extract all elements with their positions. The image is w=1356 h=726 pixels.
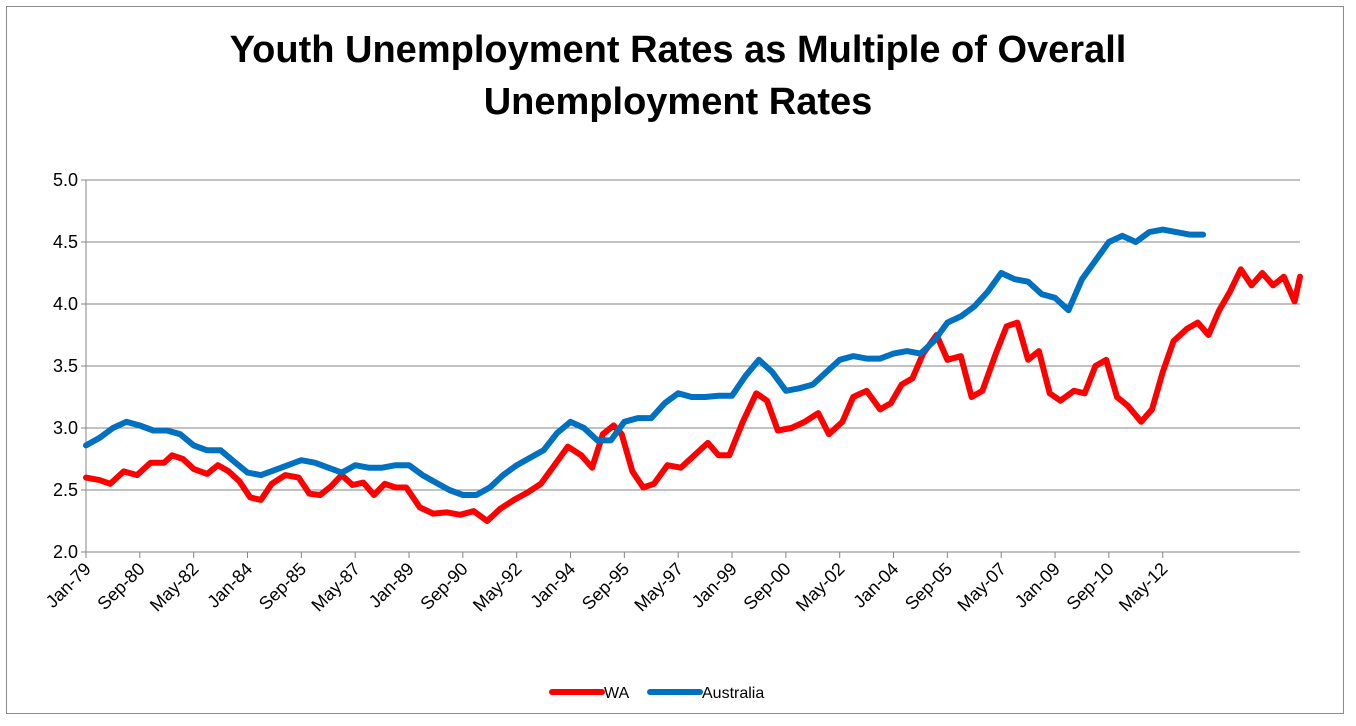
x-tick-label: Sep-10 <box>1063 559 1118 614</box>
x-tick-label: Jan-99 <box>688 559 741 612</box>
x-tick-label: Jan-04 <box>849 559 902 612</box>
y-tick-label: 2.5 <box>53 480 78 500</box>
y-tick-labels: 2.0 2.5 3.0 3.5 4.0 4.5 5.0 <box>53 170 78 562</box>
y-tick-label: 4.5 <box>53 232 78 252</box>
x-tick-label: May-02 <box>792 559 849 616</box>
x-tick-label: May-07 <box>953 559 1010 616</box>
y-tick-label: 4.0 <box>53 294 78 314</box>
legend-label-australia: Australia <box>702 685 764 702</box>
x-tick-label: Sep-05 <box>901 559 956 614</box>
gridlines <box>86 179 1300 553</box>
x-tick-label: Jan-94 <box>526 559 579 612</box>
chart-frame <box>6 6 1344 714</box>
x-tick-label: Sep-80 <box>93 559 148 614</box>
y-tick-label: 5.0 <box>53 170 78 190</box>
x-tick-label: Jan-89 <box>365 559 418 612</box>
series-lines <box>83 226 1303 524</box>
x-tick-label: May-87 <box>307 559 364 616</box>
y-tick-label: 3.5 <box>53 356 78 376</box>
x-tick-label: Jan-09 <box>1011 559 1064 612</box>
x-tick-label: May-82 <box>146 559 203 616</box>
x-tick-label: Sep-90 <box>416 559 471 614</box>
x-tick-label: Sep-95 <box>578 559 633 614</box>
x-tick-label: Jan-79 <box>42 559 95 612</box>
x-tick-label: May-97 <box>630 559 687 616</box>
x-tick-label: May-92 <box>469 559 526 616</box>
axes <box>81 179 1164 558</box>
chart-title: Youth Unemployment Rates as Multiple of … <box>229 29 1127 123</box>
legend-label-wa: WA <box>604 685 630 702</box>
x-tick-label: May-12 <box>1115 559 1172 616</box>
x-tick-label: Jan-84 <box>203 559 256 612</box>
series-line-australia <box>83 226 1207 498</box>
y-tick-label: 2.0 <box>53 542 78 562</box>
legend: WA Australia <box>549 685 764 702</box>
series-line-wa <box>83 266 1303 524</box>
x-tick-label: Sep-00 <box>740 559 795 614</box>
x-tick-label: Sep-85 <box>255 559 310 614</box>
y-tick-label: 3.0 <box>53 418 78 438</box>
